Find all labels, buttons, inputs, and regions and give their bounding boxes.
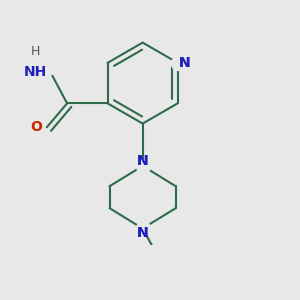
Text: N: N (137, 154, 148, 169)
Text: N: N (137, 226, 148, 240)
Text: O: O (30, 120, 42, 134)
Text: NH: NH (24, 65, 47, 79)
Text: N: N (178, 56, 190, 70)
Text: N: N (137, 226, 148, 240)
Text: N: N (178, 56, 190, 70)
Text: H: H (31, 45, 40, 58)
Text: N: N (137, 154, 148, 169)
